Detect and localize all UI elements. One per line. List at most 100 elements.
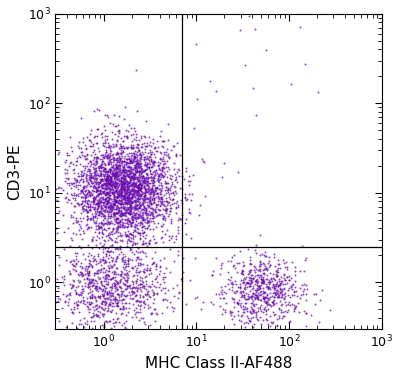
Point [109,164,116,170]
Point [139,210,145,216]
Point [121,116,128,122]
Point [101,187,107,194]
Point [231,321,237,327]
Point [145,185,152,191]
Point [266,279,272,285]
Point [73,260,80,266]
Point [87,167,94,174]
Point [138,184,145,191]
Point [260,296,267,302]
Point [158,150,164,156]
Point [126,268,133,274]
Point [283,309,290,315]
Point [82,183,88,189]
Point [128,187,135,194]
Point [178,197,184,203]
Point [80,208,86,214]
Point [143,188,150,194]
Point [130,144,136,150]
Point [123,167,129,174]
Point [162,290,168,296]
Point [113,216,119,222]
Point [136,193,142,199]
Point [275,293,281,299]
Point [62,170,68,176]
Point [128,144,134,150]
Point [258,279,265,285]
Point [143,187,149,193]
Point [157,167,163,173]
Point [147,212,153,218]
Point [278,288,285,294]
Point [97,256,104,262]
Point [106,178,112,184]
Point [89,237,96,243]
Point [126,174,132,180]
Point [113,161,119,167]
Point [171,192,177,198]
Point [260,276,266,282]
Point [87,293,94,299]
Point [117,218,123,224]
Point [259,279,265,285]
Point [229,295,236,301]
Point [130,190,137,196]
Point [117,218,124,224]
Point [259,277,266,283]
Point [238,294,244,300]
Point [122,229,128,235]
Point [98,183,104,189]
Point [139,166,146,172]
Point [140,184,147,190]
Point [104,176,110,182]
Point [285,301,291,307]
Point [61,229,67,235]
Point [111,172,118,178]
Point [114,220,121,226]
Point [110,186,116,192]
Point [88,174,94,180]
Point [241,319,248,325]
Point [160,285,166,291]
Point [108,293,114,299]
Point [260,288,266,294]
Point [106,160,112,166]
Point [122,259,128,265]
Point [124,173,131,179]
Point [125,163,131,169]
Point [140,156,147,162]
Point [79,135,86,141]
Point [128,155,134,161]
Point [92,258,99,264]
Point [276,292,282,298]
Point [270,309,276,315]
Point [115,173,122,179]
Point [108,189,115,195]
Point [124,180,131,186]
Point [121,176,128,182]
Point [110,226,116,232]
Point [94,313,100,319]
Point [101,173,108,179]
Point [274,290,280,296]
Point [141,175,148,181]
Point [135,192,142,198]
Point [92,173,98,179]
Point [237,248,244,254]
Point [100,165,107,171]
Point [130,219,136,225]
Point [92,226,99,232]
Point [112,218,118,224]
Point [99,299,106,305]
Point [82,267,88,273]
Point [53,186,59,192]
Point [130,227,137,233]
Point [90,276,96,282]
Point [245,315,252,321]
Point [268,303,274,309]
Point [276,276,282,282]
Point [143,174,149,180]
Point [125,284,132,290]
Point [83,263,89,269]
Point [68,180,74,186]
